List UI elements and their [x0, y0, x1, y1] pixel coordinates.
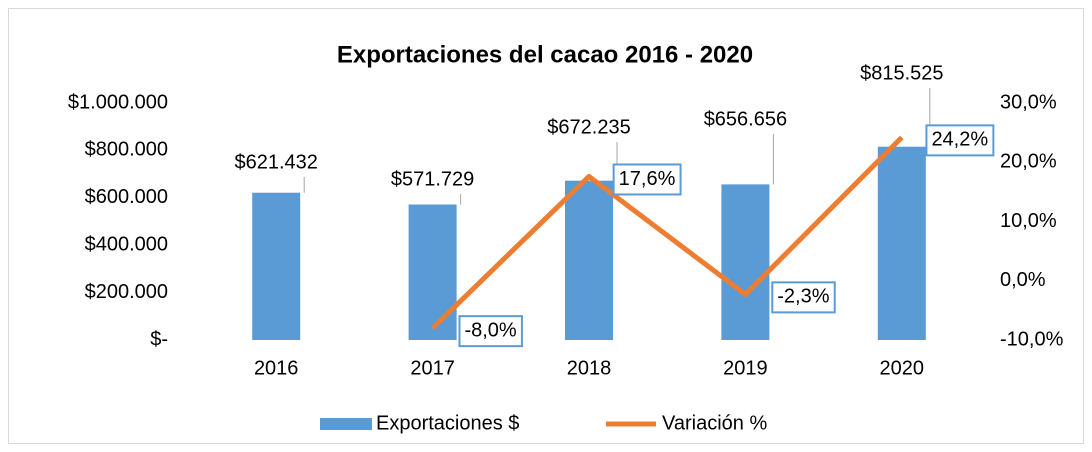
x-tick-label: 2020 [880, 357, 925, 379]
line-value-box [612, 163, 682, 196]
chart-title: Exportaciones del cacao 2016 - 2020 [337, 41, 753, 68]
bar-value-label: $656.656 [704, 108, 787, 130]
line-value-label: 17,6% [619, 168, 676, 190]
legend-label: Variación % [662, 412, 767, 434]
y-tick-label: $800.000 [85, 139, 168, 161]
line [430, 135, 904, 330]
x-tick-label: 2019 [723, 357, 768, 379]
bar [877, 146, 926, 340]
x-tick-label: 2018 [567, 357, 612, 379]
x-tick-label: 2016 [254, 357, 299, 379]
line-value-label: -2,3% [777, 286, 829, 308]
bar-value-label: $672.235 [547, 116, 630, 138]
bar-value-label: $815.525 [860, 62, 943, 84]
y2-tick-label: 10,0% [1000, 210, 1057, 232]
bar-value-label: $621.432 [234, 151, 317, 173]
bar-value-label: $571.729 [391, 168, 474, 190]
line-value-label: -8,0% [464, 319, 516, 341]
legend-label: Exportaciones $ [376, 412, 519, 434]
line-value-box [925, 124, 995, 157]
y-tick-label: $- [150, 328, 168, 350]
line-value-box [771, 281, 836, 314]
y2-tick-label: -10,0% [1000, 328, 1064, 350]
bar [565, 180, 613, 340]
y2-tick-label: 30,0% [1000, 91, 1057, 113]
x-tick-label: 2017 [410, 357, 455, 379]
legend-swatch [320, 418, 372, 430]
y2-tick-label: 20,0% [1000, 151, 1057, 173]
y2-tick-label: 0,0% [1000, 269, 1046, 291]
y-tick-label: $600.000 [85, 186, 168, 208]
y-tick-label: $1.000.000 [68, 91, 168, 113]
y-tick-label: $200.000 [85, 281, 168, 303]
line-value-box [458, 315, 523, 348]
bar [721, 184, 770, 340]
line-value-label: 24,2% [931, 129, 988, 151]
bar [252, 192, 301, 340]
y-tick-label: $400.000 [85, 233, 168, 255]
bar [408, 204, 457, 340]
